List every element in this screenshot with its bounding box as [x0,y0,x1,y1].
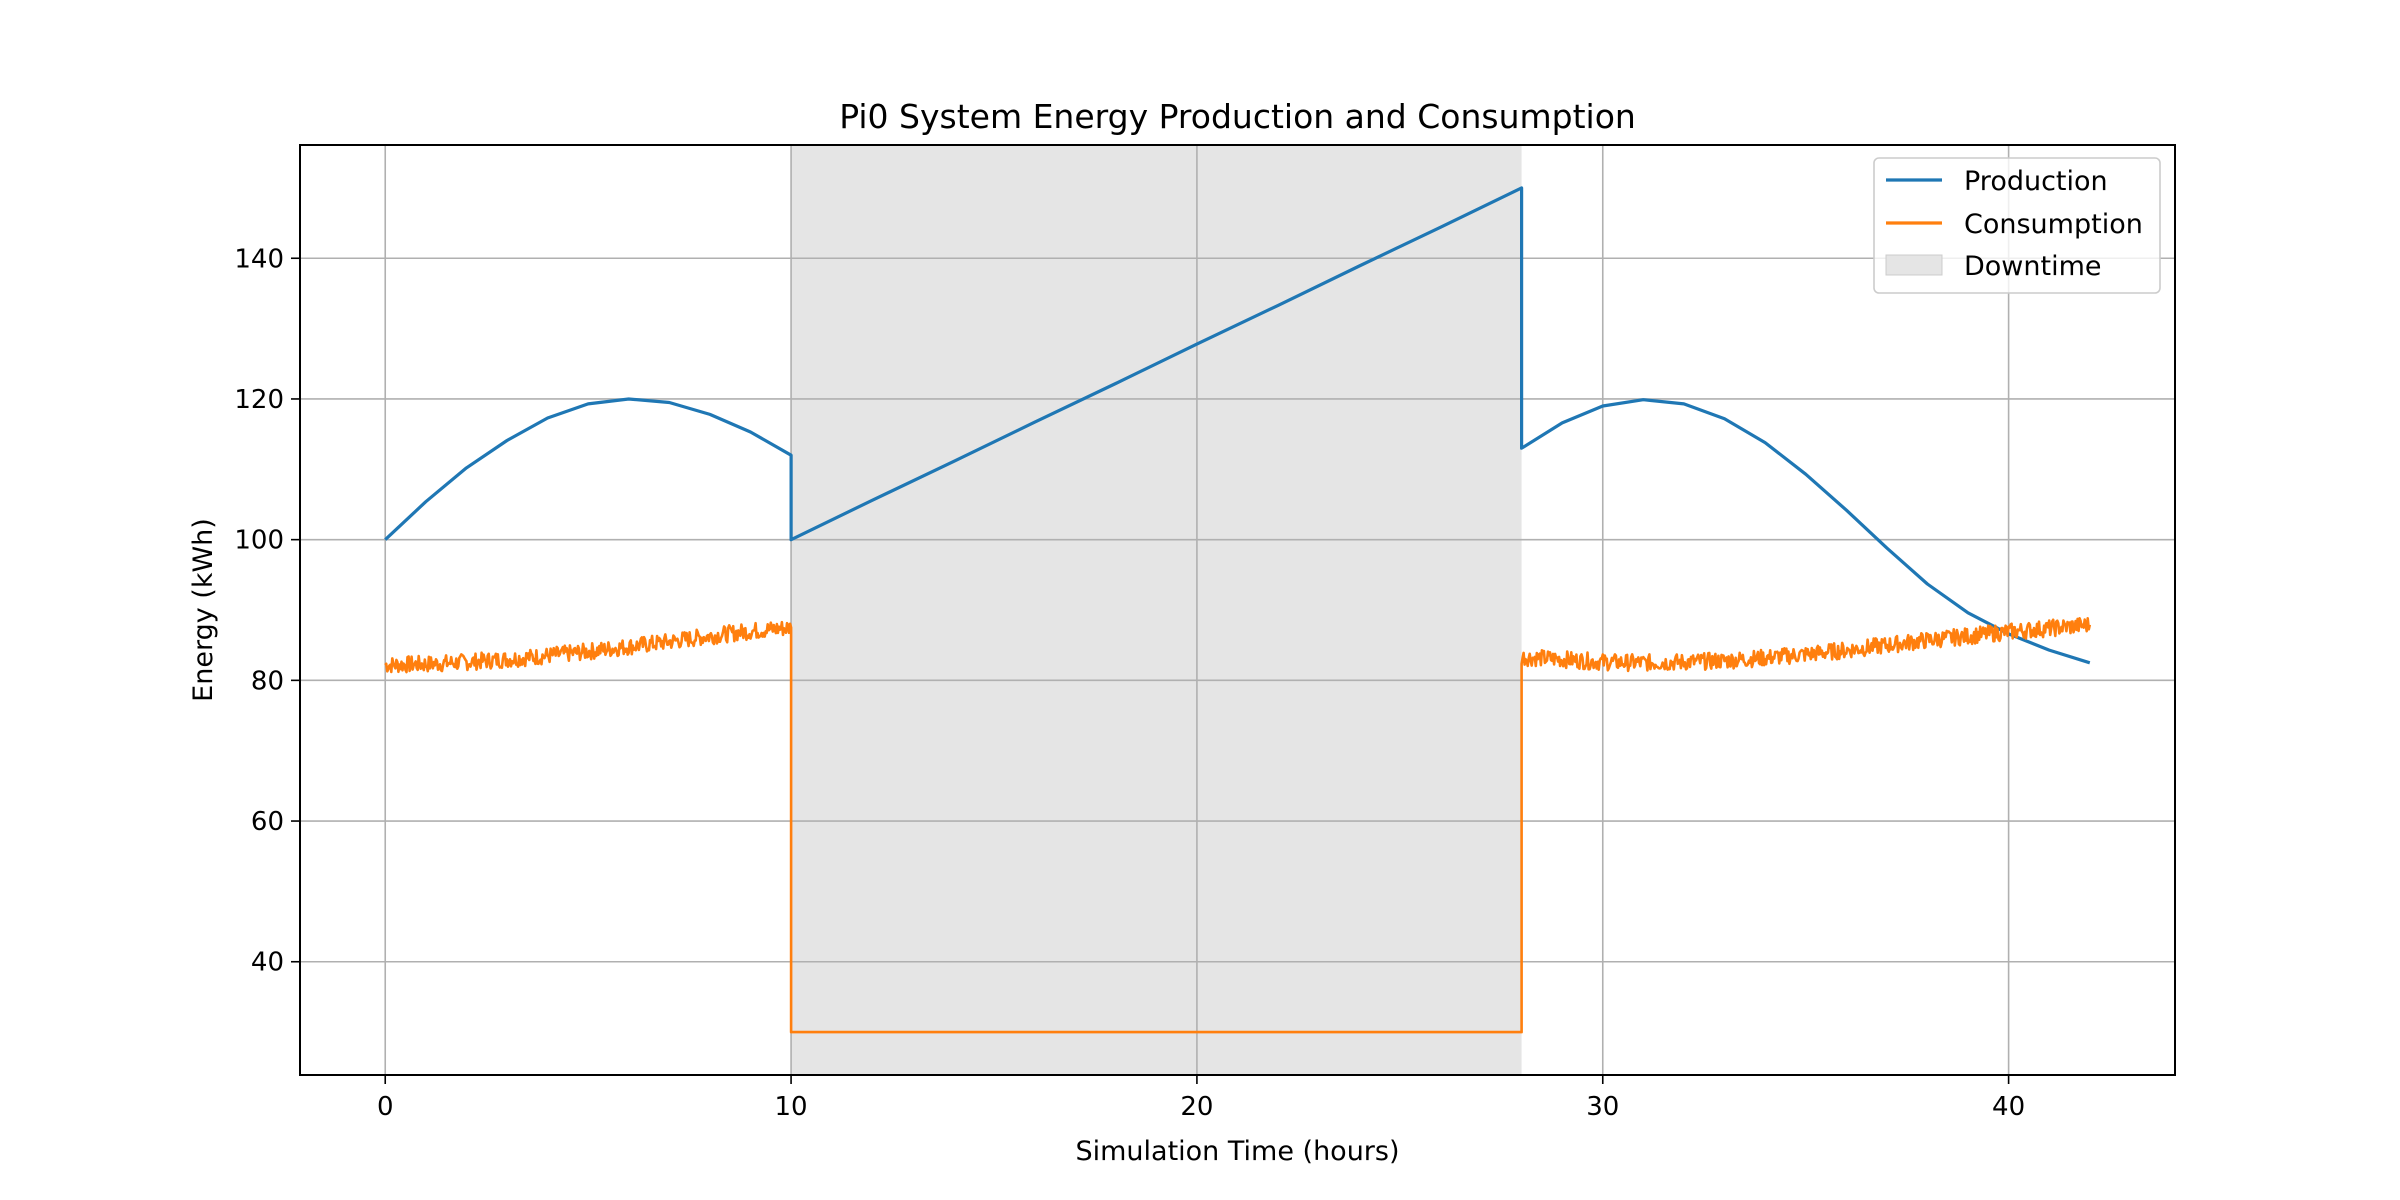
y-tick-label: 60 [251,807,284,837]
x-tick-label: 0 [377,1092,394,1122]
y-tick-label: 40 [251,948,284,978]
legend: Production Consumption Downtime [1873,157,2161,294]
y-tick-label: 120 [234,385,284,415]
production-line [384,186,2091,665]
grid-layer [300,145,2175,1075]
legend-downtime-label: Downtime [1964,251,2102,282]
downtime-band [791,145,1522,1075]
downtime-layer [791,145,1522,1075]
tick-layer: 0 10 20 30 40 40 60 80 100 120 140 [234,244,2025,1122]
legend-consumption-label: Consumption [1964,209,2143,240]
x-tick-label: 10 [775,1092,808,1122]
x-tick-label: 20 [1180,1092,1213,1122]
legend-downtime-swatch [1885,254,1943,276]
y-tick-label: 100 [234,526,284,556]
x-axis-label: Simulation Time (hours) [1075,1136,1399,1167]
legend-box [1873,157,2161,294]
y-tick-label: 80 [251,666,284,696]
x-tick-label: 40 [1992,1092,2025,1122]
y-tick-label: 140 [234,244,284,274]
x-tick-label: 30 [1586,1092,1619,1122]
series-layer [384,186,2092,1034]
plot-frame [299,144,2176,1076]
y-axis-label: Energy (kWh) [188,518,219,702]
legend-production-label: Production [1964,166,2108,197]
consumption-line [384,616,2092,1034]
chart-title: Pi0 System Energy Production and Consump… [839,97,1636,136]
